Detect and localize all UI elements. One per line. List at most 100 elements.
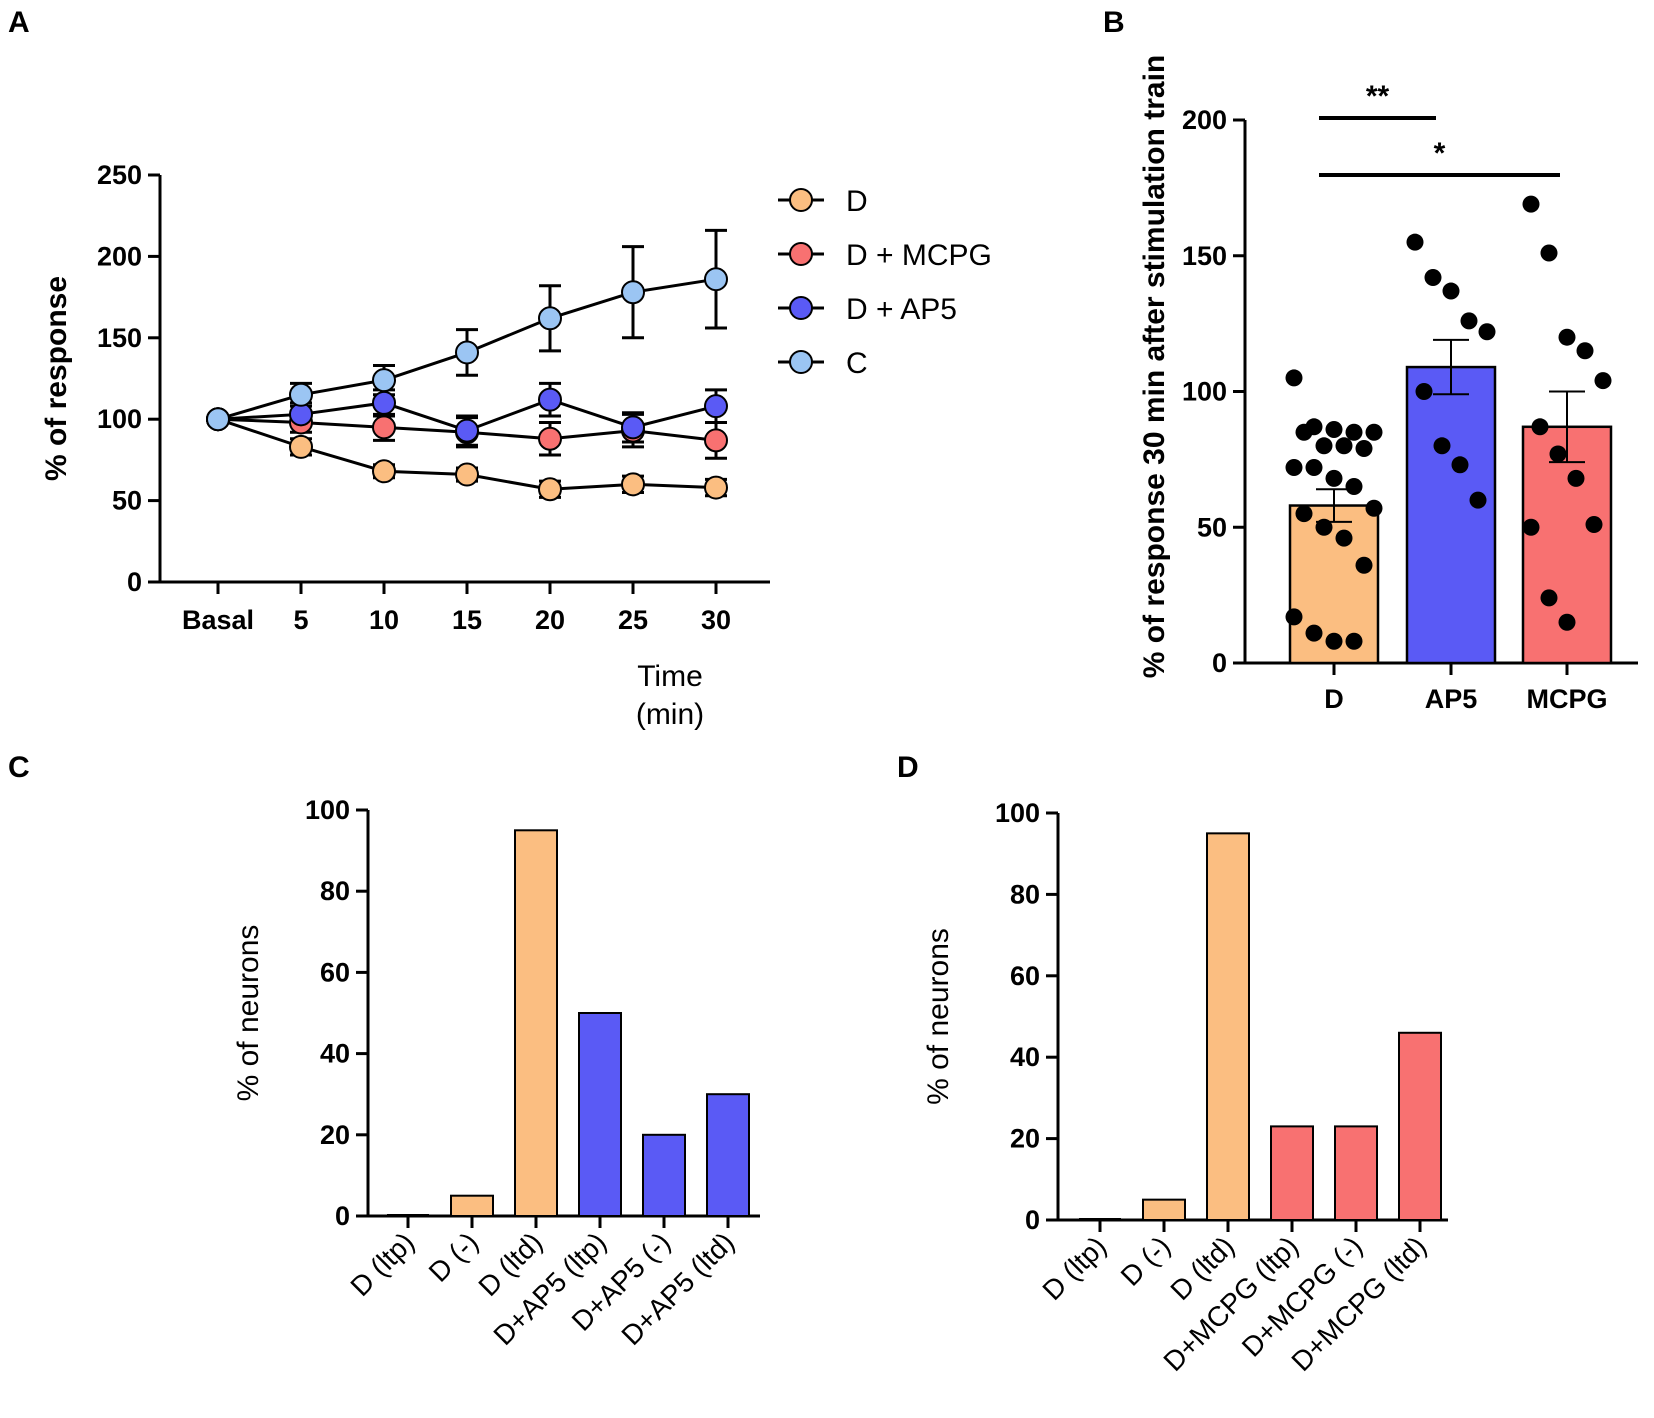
y-tick-label: 250: [97, 160, 142, 190]
y-tick-label: 100: [305, 795, 350, 825]
individual-point: [1325, 421, 1343, 439]
data-point: [704, 394, 728, 419]
individual-point: [1345, 632, 1363, 650]
individual-point: [1478, 323, 1496, 341]
bar: [706, 1093, 750, 1217]
data-point: [704, 267, 728, 292]
individual-point: [1335, 437, 1353, 455]
individual-point: [1567, 469, 1585, 487]
individual-point: [1415, 383, 1433, 400]
data-point: [455, 418, 479, 443]
legend-label: C: [846, 347, 868, 380]
individual-point: [1531, 418, 1549, 436]
individual-point: [1406, 233, 1424, 251]
x-tick-label: 10: [369, 605, 399, 635]
data-point: [206, 407, 230, 432]
data-point: [372, 368, 396, 393]
bar: [1334, 1125, 1378, 1222]
legend-label: D: [846, 185, 868, 218]
bar: [450, 1194, 494, 1217]
data-point: [621, 472, 645, 497]
y-tick-label: 200: [97, 241, 142, 271]
individual-point: [1295, 505, 1313, 523]
x-tick-label: 15: [452, 605, 482, 635]
y-tick-label: 50: [112, 486, 142, 516]
y-tick-label: 60: [1010, 961, 1040, 991]
individual-point: [1325, 632, 1343, 650]
individual-point: [1295, 423, 1313, 441]
x-tick-label: AP5: [1425, 684, 1478, 714]
individual-point: [1335, 529, 1353, 547]
individual-point: [1355, 556, 1373, 574]
x-tick-label: 5: [293, 605, 308, 635]
individual-point: [1522, 195, 1540, 213]
data-point: [621, 280, 645, 305]
y-axis-title: % of neurons: [922, 928, 955, 1105]
x-tick-label: D: [1324, 684, 1344, 714]
data-point: [538, 306, 562, 331]
y-tick-label: 100: [1182, 377, 1227, 407]
x-axis-title-line2: (min): [636, 698, 704, 731]
data-point: [538, 477, 562, 502]
y-tick-label: 150: [97, 323, 142, 353]
data-point: [289, 382, 313, 407]
y-tick-label: 0: [127, 567, 142, 597]
individual-point: [1540, 244, 1558, 262]
panel-label-d: D: [897, 751, 919, 784]
individual-point: [1285, 608, 1303, 626]
y-axis-title: % of neurons: [232, 925, 265, 1102]
data-point: [372, 390, 396, 415]
legend-label: D + MCPG: [846, 239, 992, 272]
individual-point: [1460, 312, 1478, 330]
x-tick-label: 30: [701, 605, 731, 635]
data-point: [455, 340, 479, 365]
legend-label: D + AP5: [846, 293, 957, 326]
x-axis-title-line1: Time: [637, 660, 703, 693]
panel-label-b: B: [1103, 6, 1125, 39]
individual-point: [1365, 499, 1383, 517]
bar: [1206, 832, 1250, 1221]
bar: [578, 1012, 622, 1217]
bar: [642, 1133, 686, 1218]
individual-point: [1451, 456, 1469, 474]
individual-point: [1442, 282, 1460, 300]
data-point: [538, 426, 562, 451]
x-tick-label: D (ltp): [1036, 1230, 1112, 1306]
data-point: [372, 459, 396, 484]
individual-point: [1365, 423, 1383, 441]
individual-point: [1433, 437, 1451, 455]
y-tick-label: 100: [995, 798, 1040, 828]
legend-marker: [789, 188, 813, 212]
data-point: [538, 387, 562, 412]
y-tick-label: 150: [1182, 241, 1227, 271]
y-tick-label: 80: [320, 876, 350, 906]
bar: [1398, 1031, 1442, 1222]
individual-point: [1315, 437, 1333, 455]
legend-marker: [789, 296, 813, 320]
individual-point: [1594, 372, 1612, 390]
y-tick-label: 40: [1010, 1042, 1040, 1072]
individual-point: [1355, 440, 1373, 458]
y-tick-label: 60: [320, 957, 350, 987]
individual-point: [1285, 369, 1303, 387]
individual-point: [1558, 328, 1576, 346]
legend-marker: [789, 350, 813, 374]
individual-point: [1285, 459, 1303, 477]
y-tick-label: 20: [320, 1120, 350, 1150]
y-tick-label: 0: [1025, 1205, 1040, 1235]
legend-marker: [789, 242, 813, 266]
x-tick-label: MCPG: [1527, 684, 1608, 714]
individual-point: [1522, 518, 1540, 536]
x-tick-label: Basal: [182, 605, 254, 635]
individual-point: [1345, 423, 1363, 441]
individual-point: [1549, 445, 1567, 463]
y-tick-label: 200: [1182, 105, 1227, 135]
data-point: [372, 415, 396, 440]
y-tick-label: 80: [1010, 879, 1040, 909]
y-tick-label: 100: [97, 404, 142, 434]
bar: [1405, 365, 1497, 665]
bar: [1270, 1125, 1314, 1222]
individual-point: [1305, 459, 1323, 477]
